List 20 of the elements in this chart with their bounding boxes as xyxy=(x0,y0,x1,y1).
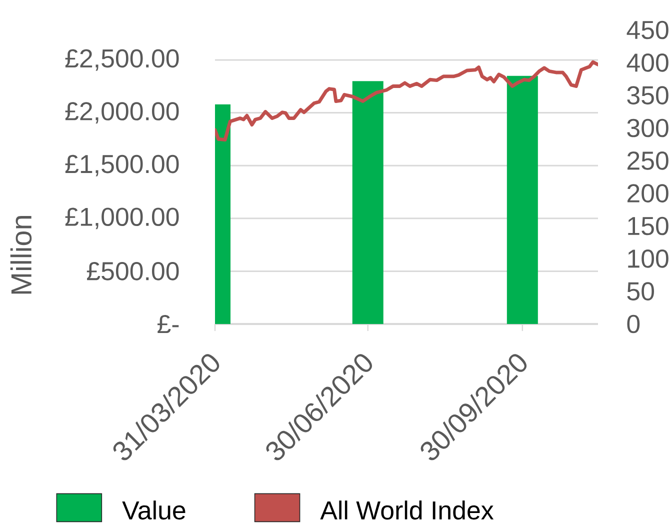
y-axis-title: Million xyxy=(10,216,32,294)
y2-tick-label: 450 xyxy=(626,20,668,40)
y-tick-label: £500.00 xyxy=(86,262,179,280)
y-tick-label: £1,000.00 xyxy=(65,208,179,230)
line-series xyxy=(215,60,598,142)
y-tick-label: £1,500.00 xyxy=(65,154,179,176)
y-tick-label: £- xyxy=(158,314,179,334)
y2-tick-label: 350 xyxy=(627,86,668,104)
legend-label: All World Index xyxy=(320,500,494,520)
y-tick-label: £2,500.00 xyxy=(65,49,179,71)
legend-label: Value xyxy=(122,500,186,520)
y2-tick-label: 300 xyxy=(627,118,668,138)
y2-tick-label: 250 xyxy=(628,151,668,170)
y2-tick-label: 400 xyxy=(626,53,668,72)
y2-tick-label: 50 xyxy=(627,282,654,300)
y2-tick-label: 0 xyxy=(627,314,640,334)
y2-tick-label: 150 xyxy=(628,216,668,236)
y2-tick-label: 100 xyxy=(628,249,668,268)
y2-tick-label: 200 xyxy=(628,184,668,202)
y-tick-label: £2,000.00 xyxy=(65,102,179,124)
